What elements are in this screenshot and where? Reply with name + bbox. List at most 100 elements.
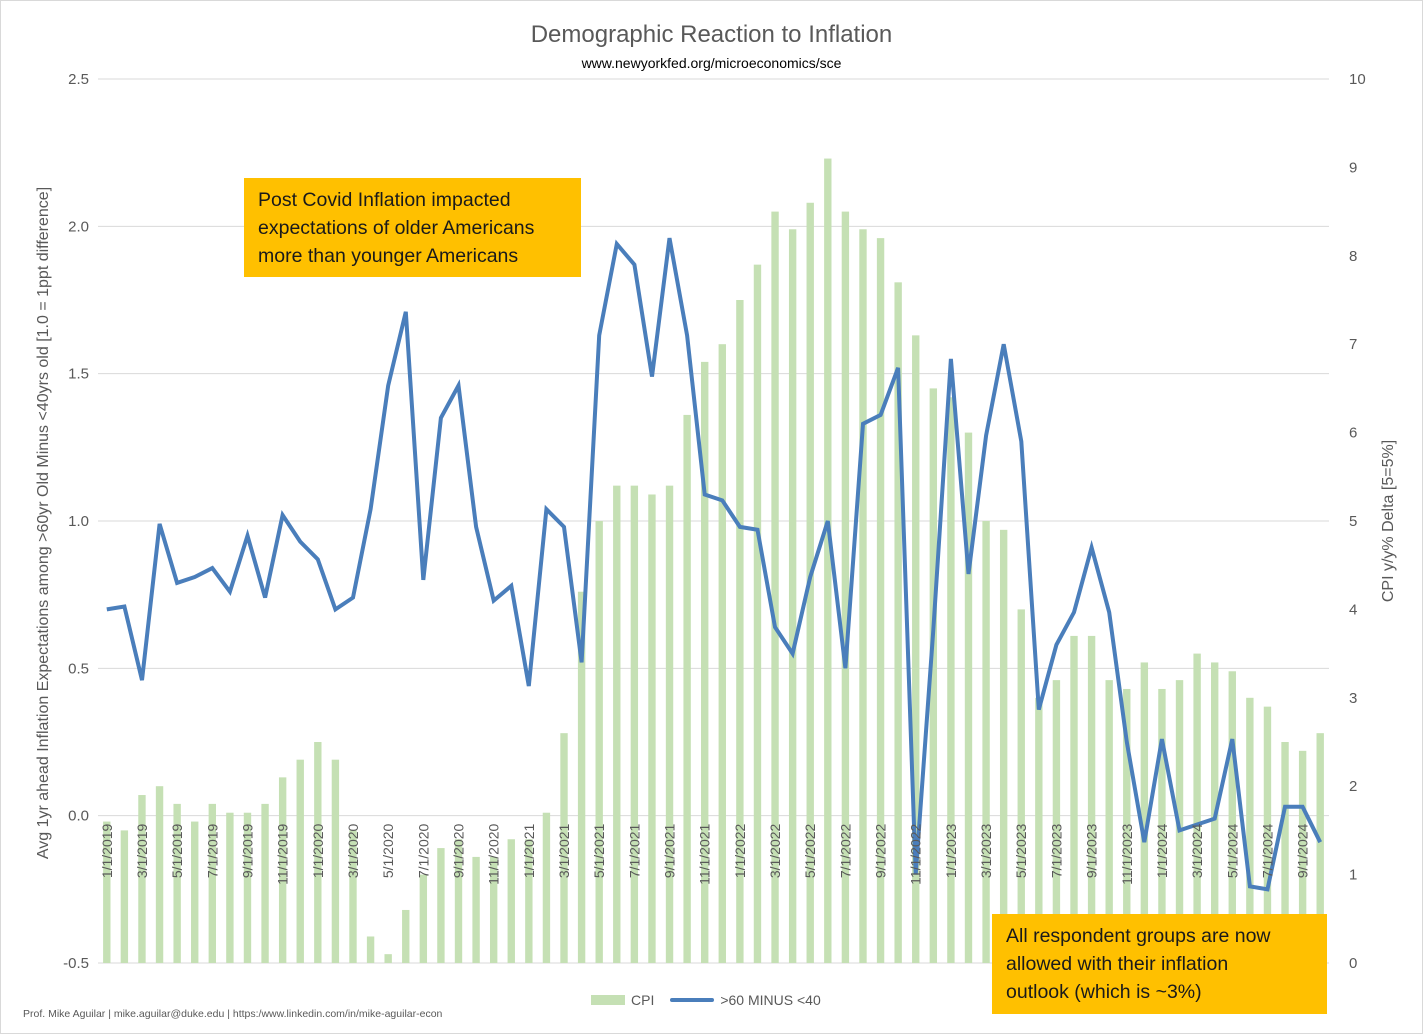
cpi-bar bbox=[841, 211, 850, 964]
x-tick-label: 5/1/2023 bbox=[1013, 823, 1029, 878]
cpi-bar bbox=[1246, 697, 1254, 963]
x-tick-label: 7/1/2022 bbox=[837, 823, 853, 878]
x-tick-label: 5/1/2019 bbox=[169, 823, 185, 878]
x-tick-label: 9/1/2023 bbox=[1084, 823, 1100, 878]
cpi-bar bbox=[507, 839, 515, 963]
x-tick-label: 11/1/2020 bbox=[486, 823, 502, 884]
x-tick-label: 9/1/2024 bbox=[1295, 823, 1311, 878]
footer-credit: Prof. Mike Aguilar | mike.aguilar@duke.e… bbox=[23, 1008, 443, 1020]
cpi-bar bbox=[947, 397, 955, 963]
callout-line: allowed with their inflation bbox=[1006, 953, 1229, 975]
left-axis-tick-labels: -0.5 0.0 0.5 1.0 1.5 2.0 2.5 bbox=[63, 71, 89, 972]
cpi-bar bbox=[964, 432, 973, 964]
x-tick-label: 3/1/2019 bbox=[134, 823, 150, 878]
cpi-bar bbox=[402, 909, 410, 963]
legend-label-difference: >60 MINUS <40 bbox=[720, 992, 821, 1008]
cpi-bar bbox=[1263, 706, 1272, 963]
legend-item-difference: >60 MINUS <40 bbox=[670, 992, 821, 1008]
right-y-tick-label: 7 bbox=[1349, 336, 1357, 353]
x-tick-label: 3/1/2024 bbox=[1189, 823, 1205, 878]
x-tick-label: 5/1/2021 bbox=[591, 823, 607, 878]
x-tick-label: 9/1/2022 bbox=[873, 823, 889, 878]
cpi-bar bbox=[876, 238, 885, 963]
cpi-bar bbox=[261, 803, 269, 963]
left-y-tick-label: 0.5 bbox=[68, 660, 89, 677]
cpi-bar bbox=[718, 344, 726, 963]
left-y-tick-label: 1.5 bbox=[68, 366, 89, 383]
x-tick-label: 9/1/2021 bbox=[662, 823, 678, 878]
cpi-bar bbox=[1158, 688, 1166, 963]
cpi-bar bbox=[894, 282, 902, 963]
right-y-tick-label: 3 bbox=[1349, 690, 1357, 707]
legend-swatch-difference bbox=[670, 998, 715, 1002]
cpi-bar bbox=[912, 335, 920, 963]
difference-series-line bbox=[106, 237, 1322, 892]
right-y-tick-label: 9 bbox=[1349, 159, 1357, 176]
chart-title: Demographic Reaction to Inflation bbox=[530, 21, 893, 48]
cpi-bar bbox=[278, 777, 287, 963]
left-axis-label: Avg 1yr ahead Inflation Expectations amo… bbox=[35, 187, 52, 859]
cpi-bar bbox=[1298, 750, 1307, 963]
legend-label-cpi: CPI bbox=[631, 992, 655, 1008]
x-tick-label: 1/1/2021 bbox=[521, 823, 537, 878]
cpi-bar bbox=[1281, 742, 1289, 963]
right-y-tick-label: 2 bbox=[1349, 778, 1357, 795]
cpi-bar bbox=[1193, 653, 1201, 963]
x-tick-label: 11/1/2022 bbox=[908, 823, 924, 884]
left-y-tick-label: -0.5 bbox=[63, 955, 89, 972]
right-y-tick-label: 5 bbox=[1349, 513, 1357, 530]
x-tick-label: 11/1/2023 bbox=[1119, 823, 1135, 884]
cpi-bar bbox=[155, 786, 164, 963]
cpi-bar bbox=[648, 494, 656, 963]
x-tick-label: 9/1/2020 bbox=[451, 823, 467, 878]
right-y-tick-label: 1 bbox=[1349, 867, 1357, 884]
right-y-tick-label: 6 bbox=[1349, 425, 1357, 442]
cpi-bar bbox=[1035, 697, 1043, 963]
left-y-tick-label: 1.0 bbox=[68, 513, 89, 530]
right-y-tick-label: 8 bbox=[1349, 248, 1357, 265]
cpi-bar bbox=[1087, 635, 1096, 963]
cpi-bar bbox=[1070, 635, 1078, 963]
x-tick-label: 7/1/2024 bbox=[1259, 823, 1275, 878]
cpi-bar bbox=[1228, 671, 1236, 963]
x-tick-label: 3/1/2022 bbox=[767, 823, 783, 878]
callout-line: Post Covid Inflation impacted bbox=[258, 189, 511, 211]
cpi-bar bbox=[630, 485, 639, 963]
cpi-bar bbox=[753, 264, 762, 963]
x-tick-label: 7/1/2023 bbox=[1048, 823, 1064, 878]
cpi-bar bbox=[613, 485, 621, 963]
cpi-bar bbox=[349, 830, 357, 963]
cpi-bar bbox=[824, 158, 832, 963]
cpi-bar bbox=[595, 521, 603, 963]
cpi-bar bbox=[173, 803, 181, 963]
cpi-bar bbox=[243, 812, 252, 963]
cpi-bar bbox=[982, 521, 990, 963]
left-y-tick-label: 2.5 bbox=[68, 71, 89, 88]
x-tick-label: 1/1/2022 bbox=[732, 823, 748, 878]
cpi-bar bbox=[525, 839, 533, 963]
cpi-bar bbox=[472, 856, 480, 963]
right-axis-label: CPI y/y% Delta [5=5%] bbox=[1380, 440, 1397, 602]
right-y-tick-label: 10 bbox=[1349, 71, 1366, 88]
x-tick-label: 7/1/2020 bbox=[415, 823, 431, 878]
callout-line: expectations of older Americans bbox=[258, 217, 535, 239]
x-tick-label: 1/1/2020 bbox=[310, 823, 326, 878]
x-tick-label: 1/1/2024 bbox=[1154, 823, 1170, 878]
cpi-bar bbox=[665, 485, 674, 963]
callout-post-covid: Post Covid Inflation impacted expectatio… bbox=[244, 178, 581, 277]
cpi-bar bbox=[1123, 688, 1131, 963]
cpi-bar bbox=[419, 874, 428, 963]
cpi-bar bbox=[366, 936, 375, 963]
right-y-tick-label: 4 bbox=[1349, 601, 1357, 618]
difference-line bbox=[106, 237, 1322, 892]
cpi-bar bbox=[788, 229, 797, 963]
callout-line: more than younger Americans bbox=[258, 245, 519, 267]
left-y-tick-label: 2.0 bbox=[68, 218, 89, 235]
x-tick-label: 7/1/2019 bbox=[204, 823, 220, 878]
x-tick-label: 5/1/2024 bbox=[1224, 823, 1240, 878]
right-axis-tick-labels: 0 1 2 3 4 5 6 7 8 9 10 bbox=[1349, 71, 1366, 972]
x-axis-tick-labels: 1/1/2019 3/1/2019 5/1/2019 7/1/2019 9/1/2019… bbox=[99, 823, 1311, 884]
cpi-bar bbox=[1140, 662, 1149, 963]
